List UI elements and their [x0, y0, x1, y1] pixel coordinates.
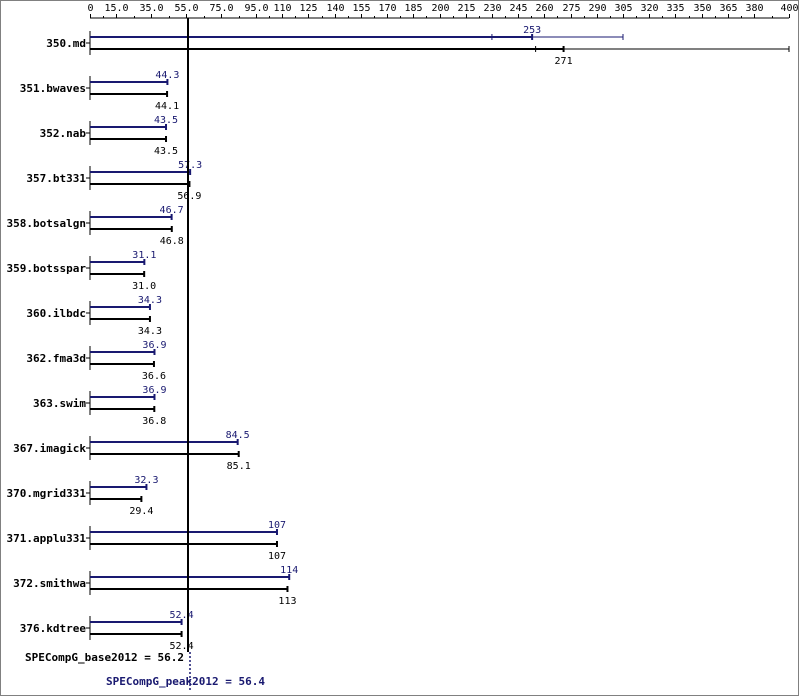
x-tick-label: 35.0 [139, 3, 163, 14]
x-tick-label: 75.0 [209, 3, 233, 14]
base-value-label: 44.1 [155, 101, 179, 112]
category-label: 372.smithwa [13, 577, 86, 590]
category-label: 350.md [46, 37, 86, 50]
base-value-label: 107 [268, 551, 286, 562]
category-label: 360.ilbdc [26, 307, 86, 320]
base-value-label: 56.9 [177, 191, 201, 202]
peak-value-label: 32.3 [134, 475, 158, 486]
category-label: 371.applu331 [7, 532, 87, 545]
x-tick-label: 335 [666, 3, 684, 14]
category-label: 358.botsalgn [7, 217, 86, 230]
x-tick-label: 15.0 [104, 3, 128, 14]
peak-value-label: 253 [523, 25, 541, 36]
base-value-label: 36.8 [142, 416, 166, 427]
peak-value-label: 36.9 [142, 385, 166, 396]
peak-value-label: 114 [280, 565, 298, 576]
category-label: 352.nab [40, 127, 87, 140]
x-tick-label: 155 [352, 3, 370, 14]
peak-value-label: 46.7 [160, 205, 184, 216]
x-tick-label: 170 [378, 3, 396, 14]
peak-value-label: 31.1 [132, 250, 156, 261]
x-tick-label: 230 [483, 3, 501, 14]
category-label: 359.botsspar [7, 262, 87, 275]
category-label: 367.imagick [13, 442, 86, 455]
base-value-label: 46.8 [160, 236, 184, 247]
base-value-label: 34.3 [138, 326, 162, 337]
peak-value-label: 57.3 [178, 160, 202, 171]
peak-value-label: 34.3 [138, 295, 162, 306]
x-tick-label: 215 [457, 3, 475, 14]
x-tick-label: 200 [431, 3, 449, 14]
category-label: 357.bt331 [26, 172, 86, 185]
category-label: 376.kdtree [20, 622, 87, 635]
base-value-label: 29.4 [129, 506, 153, 517]
x-tick-label: 110 [273, 3, 291, 14]
x-tick-label: 95.0 [244, 3, 268, 14]
x-tick-label: 260 [535, 3, 553, 14]
peak-reference-label: SPECompG_peak2012 = 56.4 [106, 675, 265, 688]
base-value-label: 36.6 [142, 371, 166, 382]
peak-value-label: 84.5 [226, 430, 250, 441]
x-tick-label: 140 [326, 3, 344, 14]
x-tick-label: 125 [299, 3, 317, 14]
base-value-label: 31.0 [132, 281, 156, 292]
base-value-label: 113 [278, 596, 296, 607]
x-tick-label: 400 [780, 3, 798, 14]
peak-value-label: 107 [268, 520, 286, 531]
base-value-label: 271 [555, 56, 573, 67]
base-value-label: 52.4 [170, 641, 194, 652]
x-tick-label: 380 [745, 3, 763, 14]
x-tick-label: 245 [509, 3, 527, 14]
x-tick-label: 275 [562, 3, 580, 14]
peak-value-label: 36.9 [142, 340, 166, 351]
x-tick-label: 55.0 [174, 3, 198, 14]
peak-value-label: 44.3 [155, 70, 179, 81]
x-tick-label: 320 [640, 3, 658, 14]
peak-value-label: 52.4 [170, 610, 194, 621]
category-label: 370.mgrid331 [7, 487, 87, 500]
base-value-label: 43.5 [154, 146, 178, 157]
x-tick-label: 0 [87, 3, 93, 14]
x-tick-label: 365 [719, 3, 737, 14]
x-tick-label: 305 [614, 3, 632, 14]
category-label: 351.bwaves [20, 82, 86, 95]
base-value-label: 85.1 [227, 461, 251, 472]
x-tick-label: 185 [404, 3, 422, 14]
base-reference-label: SPECompG_base2012 = 56.2 [25, 651, 184, 664]
x-tick-label: 350 [693, 3, 711, 14]
category-label: 362.fma3d [26, 352, 86, 365]
x-tick-label: 290 [588, 3, 606, 14]
category-label: 363.swim [33, 397, 86, 410]
peak-value-label: 43.5 [154, 115, 178, 126]
